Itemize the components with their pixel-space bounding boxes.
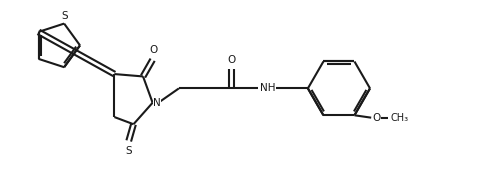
Text: O: O — [373, 113, 381, 123]
Text: CH₃: CH₃ — [390, 113, 408, 123]
Text: S: S — [61, 11, 68, 21]
Text: O: O — [228, 55, 236, 64]
Text: NH: NH — [260, 83, 276, 93]
Text: N: N — [153, 98, 161, 108]
Text: O: O — [149, 45, 157, 55]
Text: S: S — [125, 146, 132, 156]
